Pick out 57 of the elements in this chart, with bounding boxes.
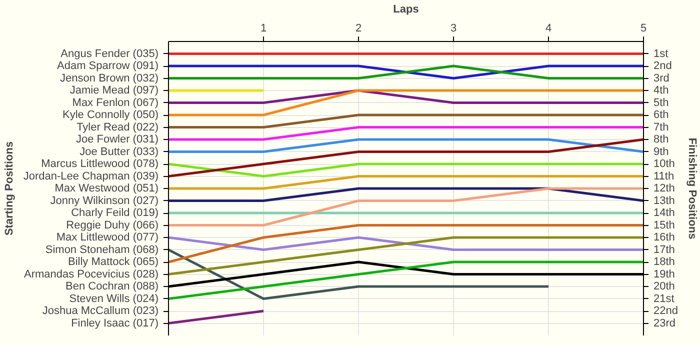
- text: Armandas Pocevicius (028): [24, 268, 159, 280]
- y-tick-label: 13th: [654, 194, 675, 207]
- text: Joe Butter (033): [80, 146, 158, 158]
- text: Max Fenlon (067): [72, 96, 159, 109]
- text: Steven Wills (024): [69, 292, 159, 305]
- x-tick-label: 2: [355, 22, 362, 34]
- y-tick-label: 6th: [654, 109, 669, 121]
- x-tick-label: 3: [450, 22, 457, 34]
- y-tick-label: 4th: [654, 84, 669, 96]
- y-tick-label: 3rd: [654, 72, 670, 84]
- y-tick-label: 1st: [654, 48, 668, 60]
- y-tick-label: 14th: [654, 207, 675, 219]
- text: Max Littlewood (077): [56, 232, 159, 244]
- y-tick-label: 15th: [654, 219, 675, 232]
- line-series: [168, 138, 644, 178]
- y-tick-label: 23rd: [654, 317, 676, 330]
- text: Jordan-Lee Chapman (039): [23, 170, 159, 182]
- y-tick-label: 19th: [654, 268, 675, 280]
- x-tick-label: 4: [545, 22, 552, 34]
- y-tick-label: 22nd: [654, 305, 678, 317]
- y-tick-label: 12th: [654, 182, 675, 194]
- y-tick-label: 5th: [654, 96, 669, 109]
- text: Simon Stoneham (068): [45, 244, 159, 256]
- y-tick-label: 20th: [654, 280, 675, 292]
- x-tick-label: 5: [640, 22, 647, 34]
- text: Max Westwood (051): [54, 182, 159, 194]
- y-axis-title: Finishing Positions: [686, 138, 698, 240]
- text: Tyler Read (022): [76, 121, 159, 134]
- text: Angus Fender (035): [60, 48, 159, 60]
- text: Marcus Littlewood (078): [41, 158, 159, 170]
- x-tick-label: 1: [260, 22, 267, 34]
- x-axis-title: Laps: [393, 4, 419, 16]
- line-series: [168, 260, 644, 300]
- text: Billy Mattock (065): [68, 256, 159, 268]
- y-tick-label: 8th: [654, 134, 669, 146]
- text: Kyle Connolly (050): [62, 109, 159, 121]
- text: Jenson Brown (032): [60, 72, 159, 84]
- text: Joshua McCallum (023): [42, 305, 158, 317]
- text: Charly Feild (019): [71, 207, 158, 219]
- y-tick-label: 9th: [654, 146, 669, 158]
- y-tick-label: 17th: [654, 244, 675, 256]
- text: Starting Positions: [3, 141, 16, 236]
- y-tick-label: 16th: [654, 232, 675, 244]
- y-tick-label: 21st: [654, 292, 674, 305]
- text: Jonny Wilkinson (027): [50, 194, 159, 207]
- text: Adam Sparrow (091): [57, 60, 159, 72]
- y-tick-label: 7th: [654, 121, 669, 134]
- text: Joe Fowler (031): [76, 134, 159, 146]
- text: Ben Cochran (088): [66, 280, 159, 292]
- text: Reggie Duhy (066): [66, 219, 159, 232]
- text: Finley Isaac (017): [71, 317, 159, 330]
- line-series: [168, 236, 644, 276]
- y-tick-label: 2nd: [654, 60, 672, 72]
- y-tick-label: 10th: [654, 158, 675, 170]
- text: Jamie Mead (097): [70, 84, 159, 96]
- y-tick-label: 11th: [654, 170, 674, 182]
- y-tick-label: 18th: [654, 256, 675, 268]
